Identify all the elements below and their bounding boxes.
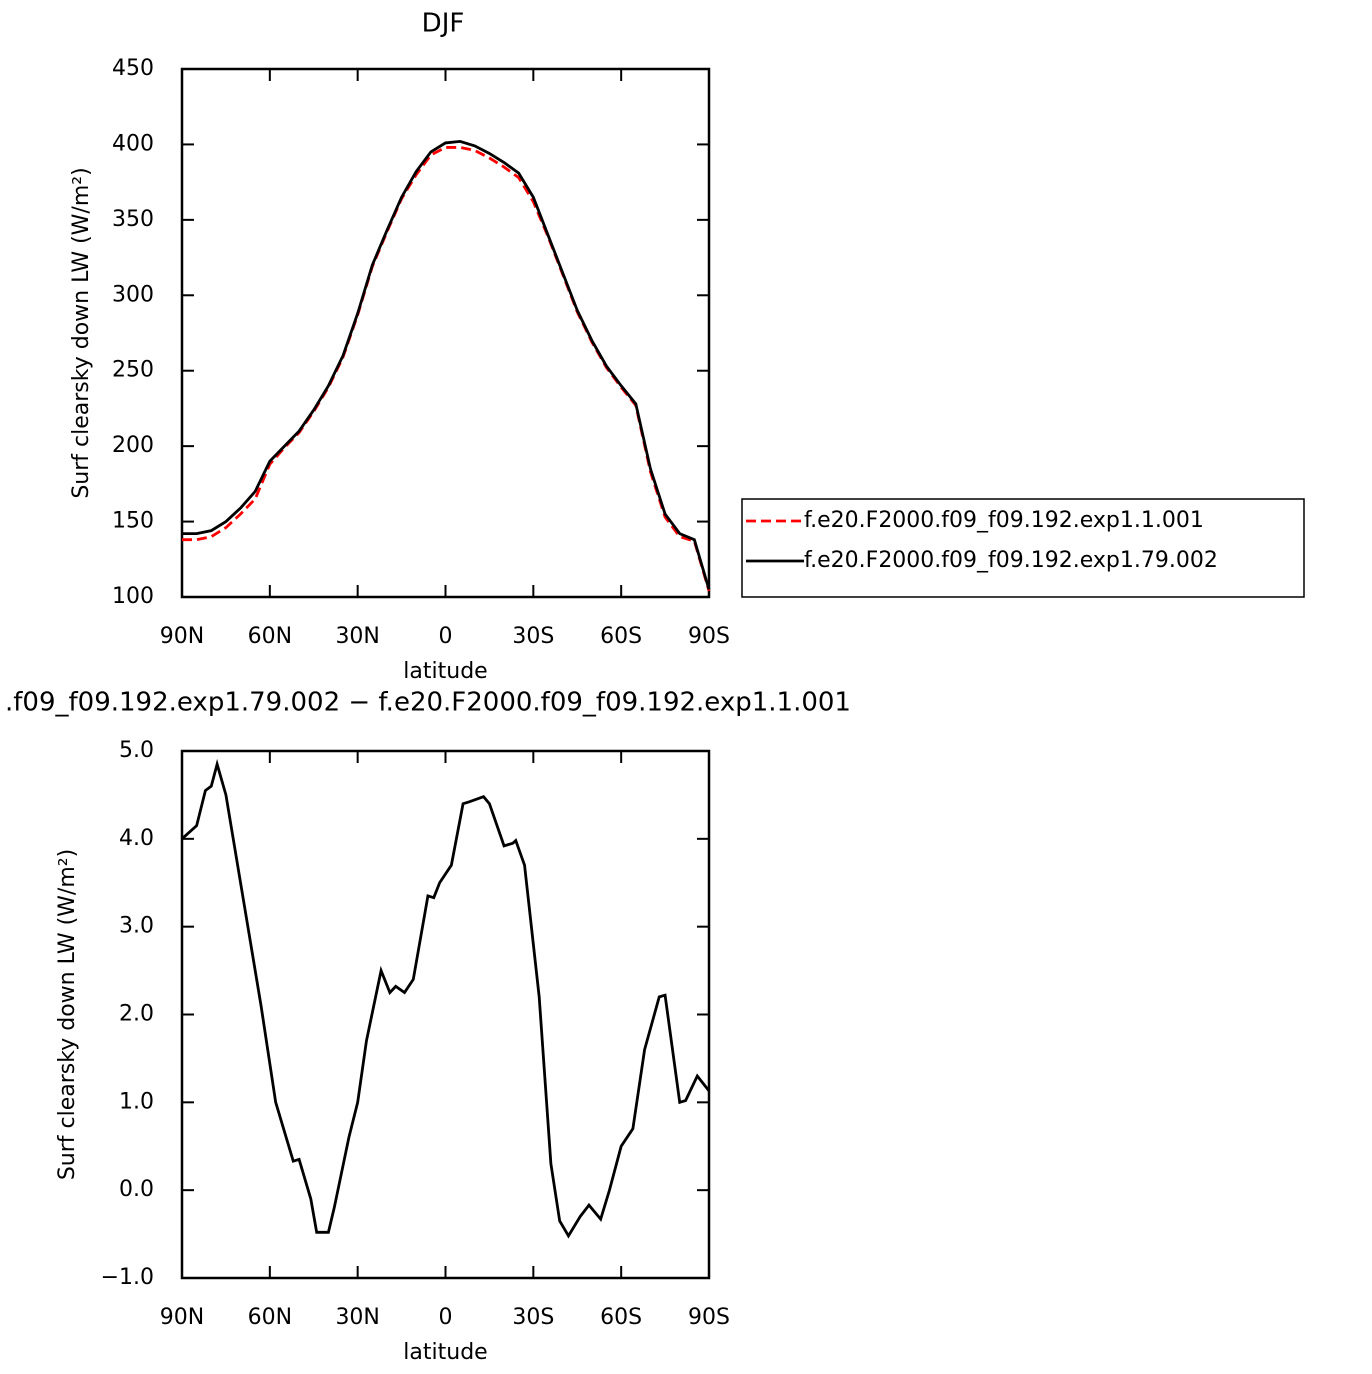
chart-title: DJF: [422, 9, 465, 39]
data-line: [181, 758, 711, 1239]
y-tick-label: 400: [112, 131, 154, 156]
x-tick-label: 0: [439, 1305, 453, 1330]
x-tick-label: 90S: [688, 1305, 730, 1330]
x-tick-label: 90N: [160, 1305, 204, 1330]
y-tick-label: 100: [112, 584, 154, 609]
x-axis-label: latitude: [403, 1340, 487, 1365]
y-tick-label: 5.0: [119, 738, 154, 763]
y-tick-label: 1.0: [119, 1089, 154, 1114]
x-tick-label: 30S: [512, 1305, 554, 1330]
legend-label: f.e20.F2000.f09_f09.192.exp1.1.001: [804, 508, 1204, 533]
data-line: [182, 146, 711, 592]
plot-frame: [180, 67, 711, 599]
x-tick-label: 30S: [512, 624, 554, 649]
y-tick-label: −1.0: [101, 1265, 154, 1290]
y-tick-label: 2.0: [119, 1002, 154, 1027]
y-tick-label: 250: [112, 358, 154, 383]
x-tick-label: 60N: [248, 624, 292, 649]
x-axis-label: latitude: [403, 659, 487, 684]
y-tick-label: 200: [112, 433, 154, 458]
y-tick-label: 300: [112, 282, 154, 307]
chart-title: .f09_f09.192.exp1.79.002 − f.e20.F2000.f…: [5, 688, 851, 718]
legend-label: f.e20.F2000.f09_f09.192.exp1.79.002: [804, 548, 1218, 573]
y-tick-label: 450: [112, 56, 154, 81]
x-tick-label: 30N: [335, 624, 379, 649]
x-tick-label: 0: [439, 624, 453, 649]
x-tick-label: 90N: [160, 624, 204, 649]
x-tick-label: 60S: [600, 1305, 642, 1330]
y-tick-label: 0.0: [119, 1177, 154, 1202]
y-axis-label: Surf clearsky down LW (W/m²): [69, 167, 94, 498]
x-tick-label: 60N: [248, 1305, 292, 1330]
x-tick-label: 90S: [688, 624, 730, 649]
y-axis-label: Surf clearsky down LW (W/m²): [55, 849, 80, 1180]
x-tick-label: 30N: [335, 1305, 379, 1330]
legend-box: [741, 498, 1305, 598]
y-tick-label: 350: [112, 207, 154, 232]
y-tick-label: 4.0: [119, 826, 154, 851]
data-line: [182, 139, 711, 590]
y-tick-label: 150: [112, 509, 154, 534]
x-tick-label: 60S: [600, 624, 642, 649]
y-tick-label: 3.0: [119, 914, 154, 939]
